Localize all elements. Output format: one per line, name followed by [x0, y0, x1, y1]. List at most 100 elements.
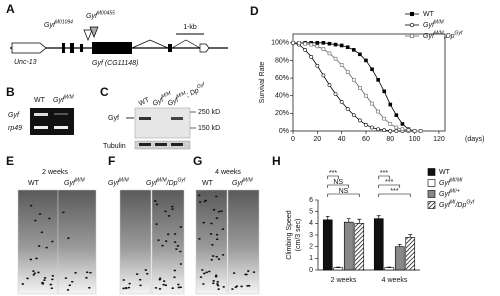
point [388, 102, 393, 107]
legend-label: WT [423, 11, 435, 18]
point [376, 127, 381, 132]
panel-label: B [6, 85, 15, 99]
legend-label: GyfMI/+ [439, 189, 460, 198]
fly [29, 258, 33, 261]
fly [32, 273, 36, 276]
point [388, 122, 393, 126]
vial-photos [17, 189, 260, 295]
error-bar [336, 266, 341, 268]
insertion-label: GyfM01094 [44, 20, 73, 29]
fly [216, 280, 220, 283]
legend-label-part: /Dp [454, 202, 466, 209]
fly [205, 271, 208, 274]
bracket [378, 184, 401, 188]
point [394, 125, 399, 130]
y-axis-label: Climbing Speed [286, 210, 293, 260]
fly [199, 276, 203, 279]
lane-label-part: Gyf [196, 82, 206, 91]
point [400, 127, 405, 132]
lane-label: GyfM/M [64, 178, 85, 187]
fly [164, 240, 168, 243]
gene-label: Unc-13 [14, 59, 37, 66]
lane-label: GyfM/M [151, 90, 174, 107]
fly [127, 286, 131, 289]
legend-label-part: M/M [434, 31, 445, 37]
fly [210, 222, 213, 225]
point [297, 41, 301, 45]
series-line [293, 42, 421, 132]
y-tick-label: 3 [309, 232, 313, 239]
point [333, 42, 338, 47]
fly [138, 278, 142, 281]
bar [373, 218, 384, 271]
panel-label: E [6, 154, 14, 168]
point [345, 70, 350, 74]
lane-label-part: M/M [119, 178, 130, 184]
point [364, 122, 368, 127]
x-axis-label: (days) [465, 136, 484, 143]
fly [216, 283, 219, 285]
y-tick-label: 100% [271, 40, 289, 47]
fly [43, 279, 46, 281]
band [34, 126, 48, 129]
error-bar [357, 218, 362, 224]
fly [209, 233, 213, 235]
fly [161, 244, 164, 247]
vial [227, 189, 260, 295]
lane-label: WT [28, 180, 40, 187]
fly [153, 200, 157, 202]
fly [144, 269, 148, 271]
error-bar [346, 218, 351, 223]
bracket [327, 175, 339, 179]
fly [38, 213, 42, 216]
legend-label: WT [439, 169, 451, 176]
fly [176, 245, 180, 247]
fly [203, 200, 207, 203]
legend-label-part: Gyf [455, 31, 463, 37]
x-tick-label: 40 [338, 136, 346, 143]
lane-label-part: /Dp [166, 180, 178, 187]
fly [215, 217, 219, 220]
fly [217, 258, 221, 260]
gene-label: Gyf (CG11148) [92, 60, 138, 67]
point [406, 128, 411, 132]
annotation: *** [390, 188, 398, 195]
fly [74, 271, 77, 274]
legend-key [409, 33, 415, 39]
band [139, 117, 151, 120]
y-tick-label: 4 [309, 220, 313, 227]
bar [354, 223, 365, 271]
fly [170, 205, 174, 208]
fly [198, 237, 201, 240]
band [171, 117, 183, 120]
fly [214, 274, 218, 277]
bracket [327, 193, 360, 197]
annotation: NS [339, 188, 349, 195]
fly [135, 273, 139, 276]
legend-swatch [427, 168, 436, 176]
error-bar [408, 234, 413, 238]
fly [70, 280, 74, 283]
panel-label: F [108, 154, 115, 168]
fly [164, 210, 167, 213]
fly [246, 270, 250, 272]
fly [212, 282, 215, 285]
annotation: *** [329, 170, 337, 177]
fly [208, 270, 211, 273]
x-tick-label: 20 [313, 136, 321, 143]
vial [151, 189, 185, 295]
fly [252, 271, 256, 273]
insertion-label-part: Gyf [44, 22, 56, 29]
fly [164, 284, 168, 287]
fly [33, 272, 37, 275]
time-label: 2 weeks [42, 169, 68, 176]
annotation: NS [333, 179, 343, 186]
fly [154, 286, 158, 289]
lane-label-part: M/M [161, 90, 173, 100]
fly [202, 283, 205, 285]
fly [158, 278, 162, 281]
fly [166, 233, 170, 236]
y-axis-label: Survival Rate [259, 62, 266, 104]
fly [212, 280, 216, 282]
gene-model [10, 26, 228, 54]
